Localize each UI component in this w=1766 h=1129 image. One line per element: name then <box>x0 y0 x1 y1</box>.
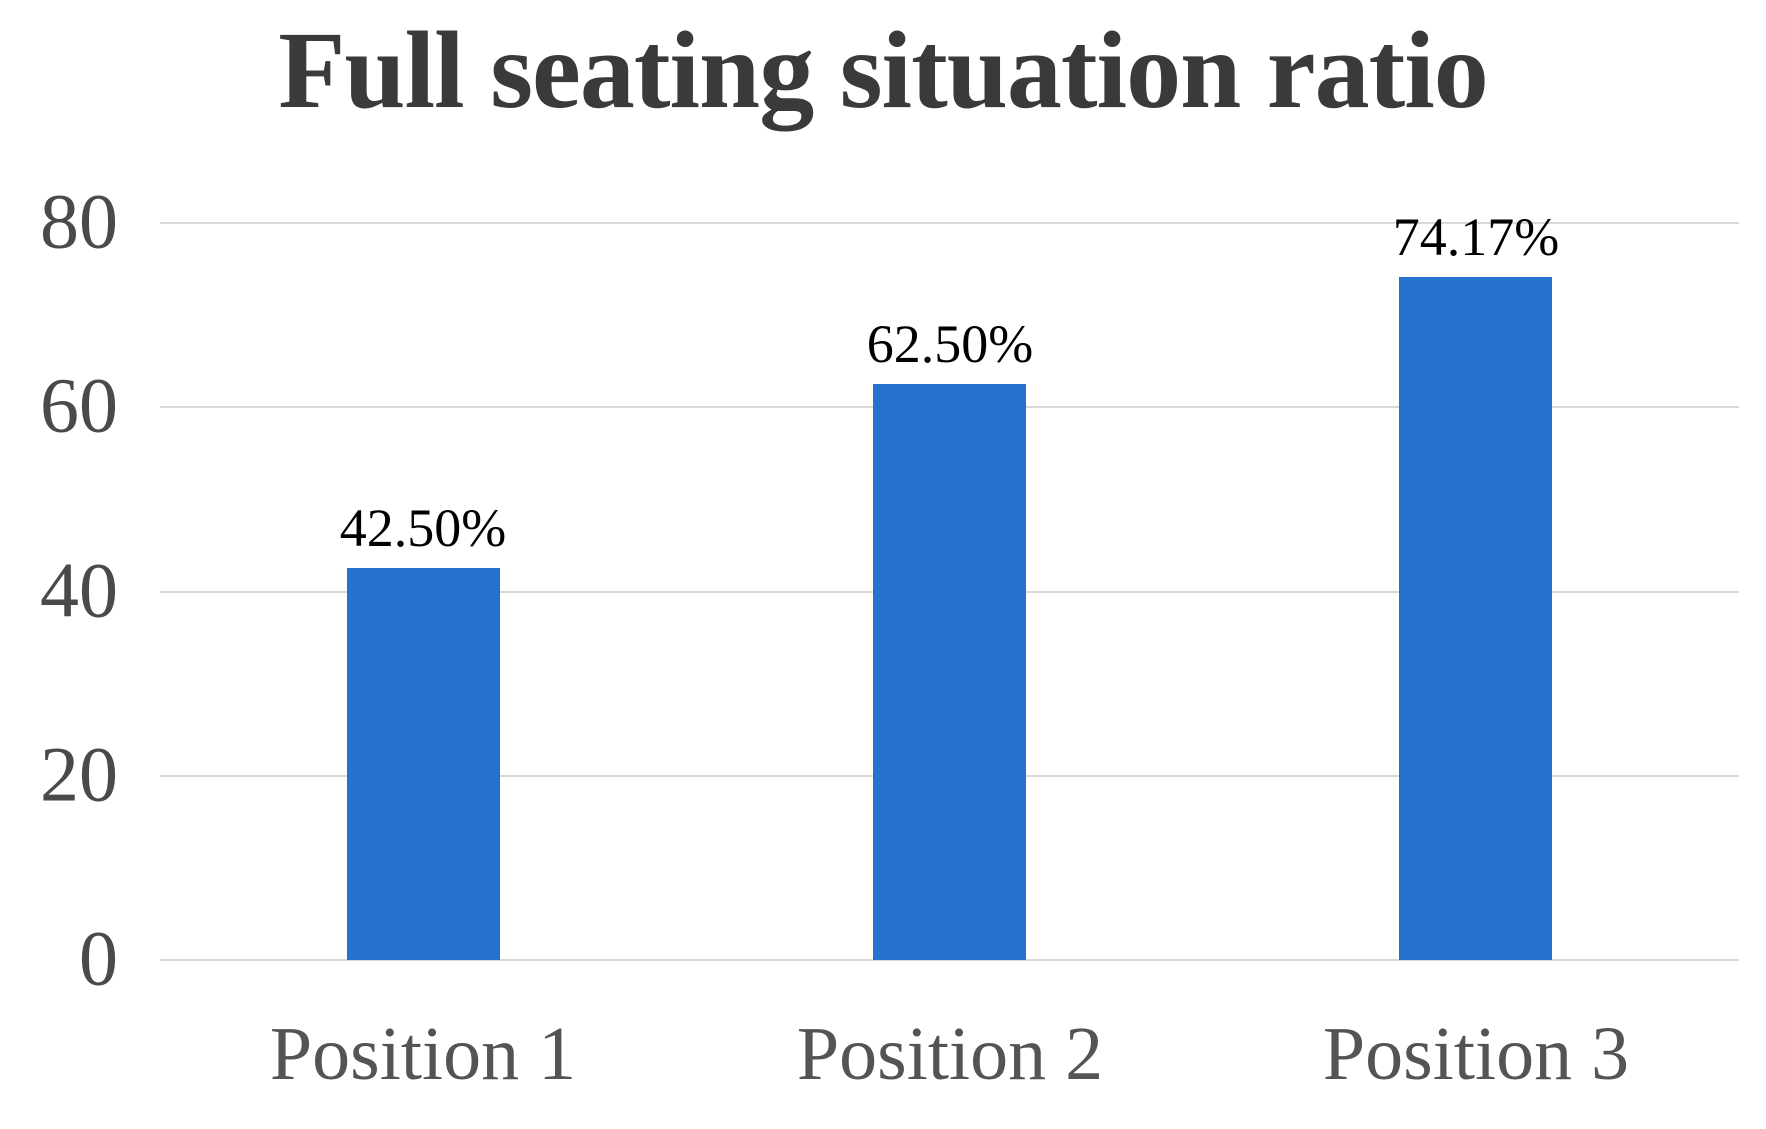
x-axis-category-label: Position 1 <box>269 1012 577 1096</box>
bar-value-label: 62.50% <box>866 314 1034 374</box>
x-axis-category-label: Position 3 <box>1322 1012 1630 1096</box>
y-axis-tick-label: 60 <box>40 361 118 449</box>
bar-2 <box>873 384 1026 960</box>
bar-value-label: 42.50% <box>339 498 507 558</box>
bar-1 <box>347 568 500 960</box>
gridline <box>160 959 1739 961</box>
gridline <box>160 222 1739 224</box>
bar-value-label: 74.17% <box>1392 207 1560 267</box>
x-axis-category-label: Position 2 <box>796 1012 1104 1096</box>
bar-3 <box>1399 277 1552 960</box>
chart-title: Full seating situation ratio <box>278 9 1489 131</box>
y-axis-tick-label: 40 <box>40 545 118 633</box>
y-axis-tick-label: 20 <box>40 730 118 818</box>
y-axis-tick-label: 80 <box>40 177 118 265</box>
y-axis-tick-label: 0 <box>79 914 118 1002</box>
